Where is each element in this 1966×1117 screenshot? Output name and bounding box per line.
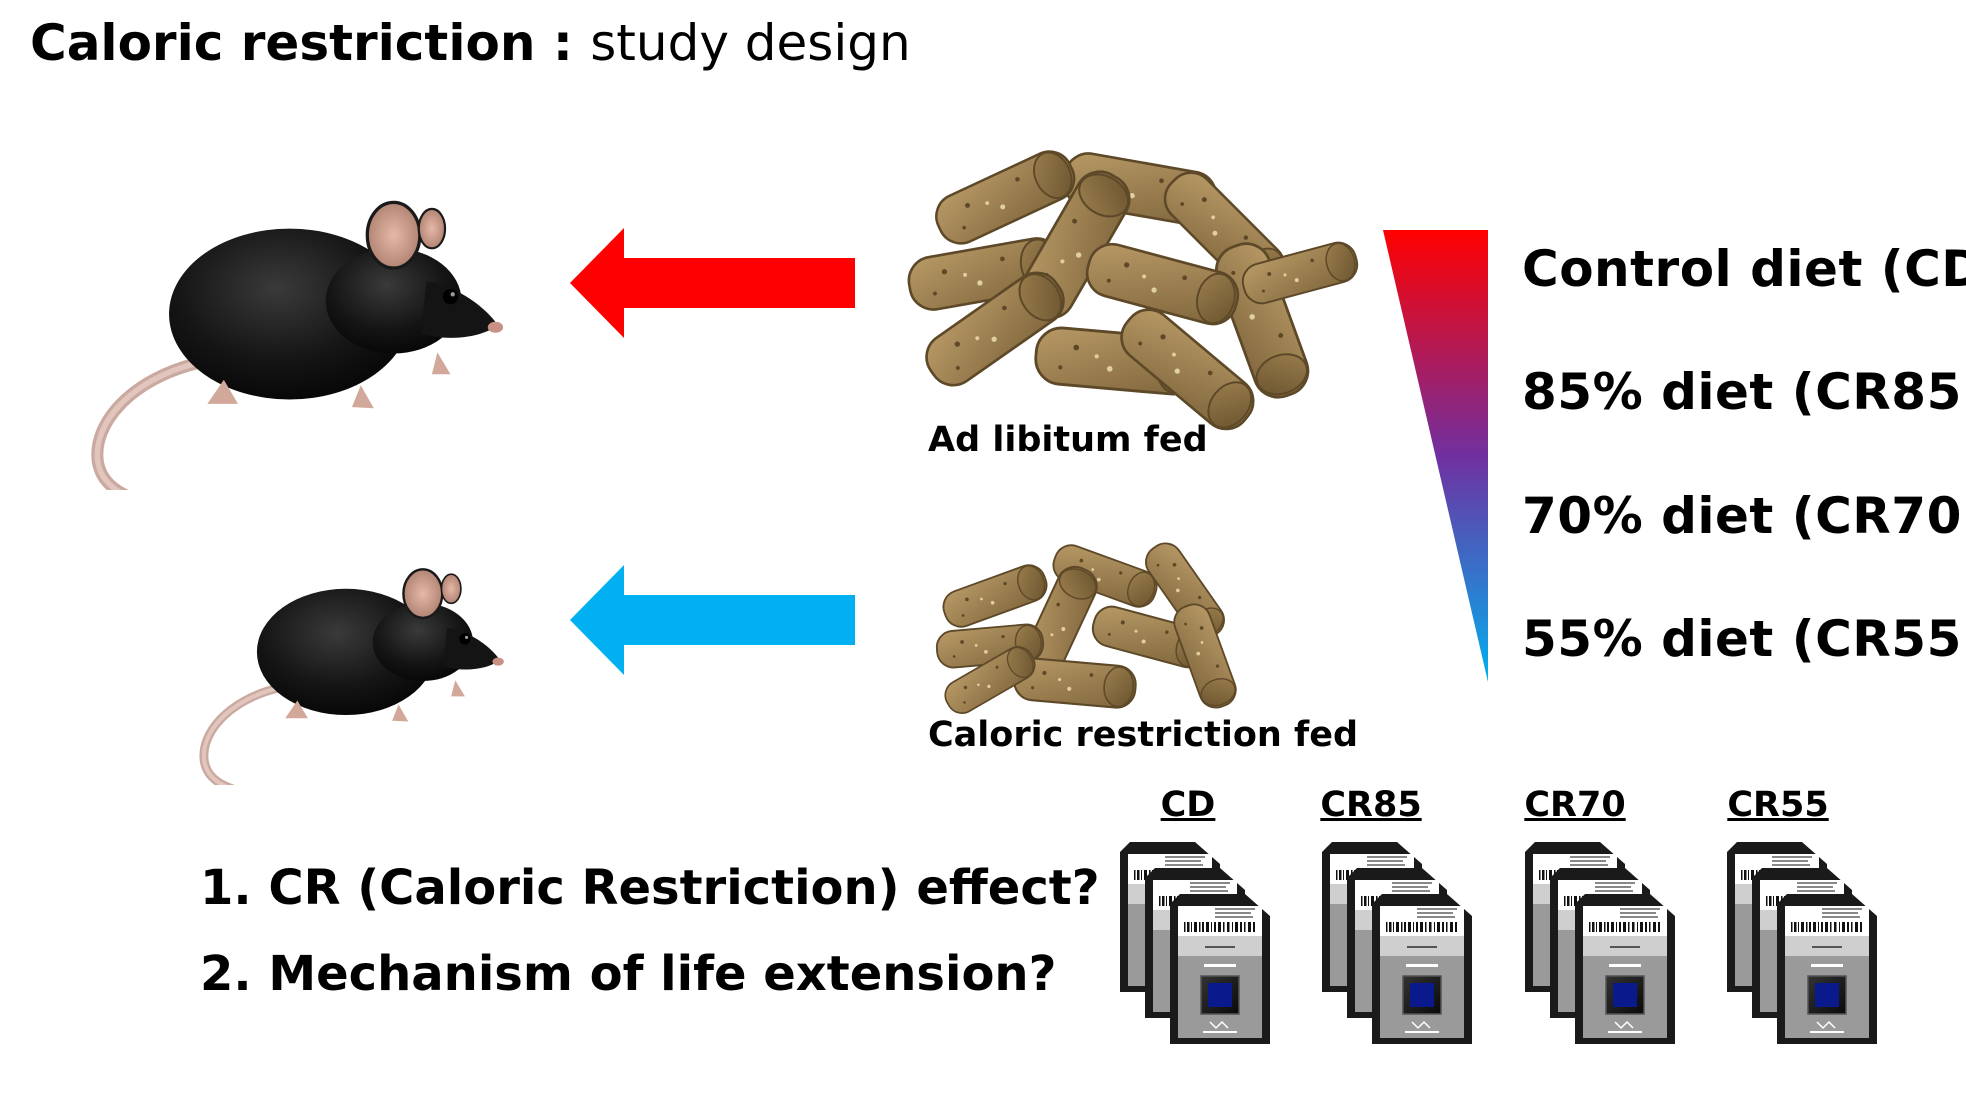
genechip-stack-cr70 bbox=[1525, 842, 1675, 1044]
chip-label-cd: CD bbox=[1160, 785, 1216, 825]
mouse-ad-libitum-image bbox=[97, 202, 503, 509]
arrow-ad-libitum bbox=[570, 228, 855, 338]
arrow-caloric-restriction bbox=[570, 565, 855, 675]
diet-label-cr70: 70% diet (CR70) bbox=[1522, 487, 1966, 545]
title-sub: study design bbox=[590, 14, 911, 72]
genechip-stack-cr85 bbox=[1322, 842, 1472, 1044]
chip-label-cr85: CR85 bbox=[1320, 785, 1422, 825]
genechip-stack-cd bbox=[1120, 842, 1270, 1044]
chip-label-cr55: CR55 bbox=[1727, 785, 1829, 825]
diet-label-cr55: 55% diet (CR55) bbox=[1522, 610, 1966, 668]
title-main: Caloric restriction bbox=[30, 14, 536, 72]
mouse-caloric-restriction-image bbox=[204, 569, 504, 796]
diet-label-cr85: 85% diet (CR85) bbox=[1522, 363, 1966, 421]
title-separator: : bbox=[535, 14, 591, 72]
restriction-gradient-wedge bbox=[1383, 230, 1488, 682]
question-life-extension: 2. Mechanism of life extension? bbox=[200, 946, 1057, 1002]
genechip-stack-cr55 bbox=[1727, 842, 1877, 1044]
caloric-restriction-label: Caloric restriction fed bbox=[928, 715, 1358, 755]
chip-label-cr70: CR70 bbox=[1524, 785, 1626, 825]
diet-label-cd: Control diet (CD) bbox=[1522, 240, 1966, 298]
question-cr-effect: 1. CR (Caloric Restriction) effect? bbox=[200, 860, 1100, 916]
page-title: Caloric restriction : study design bbox=[30, 14, 911, 72]
pellet-pile-large bbox=[903, 142, 1363, 441]
pellet-pile-small bbox=[934, 535, 1242, 720]
ad-libitum-label: Ad libitum fed bbox=[928, 420, 1208, 460]
